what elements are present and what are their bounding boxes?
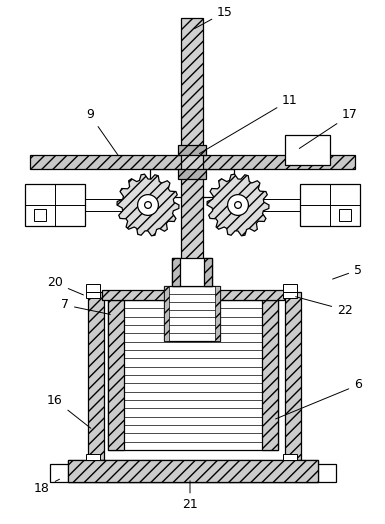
Bar bbox=[262, 300, 278, 450]
Text: 15: 15 bbox=[194, 5, 233, 29]
Bar bbox=[108, 300, 124, 450]
Bar bbox=[234, 199, 300, 211]
Bar bbox=[172, 258, 180, 286]
Bar bbox=[178, 169, 206, 179]
Bar bbox=[86, 292, 100, 298]
Bar bbox=[215, 286, 220, 341]
Bar bbox=[172, 258, 212, 286]
Text: 16: 16 bbox=[47, 394, 91, 428]
Text: 17: 17 bbox=[299, 108, 358, 148]
Circle shape bbox=[228, 194, 248, 215]
Bar bbox=[283, 292, 297, 298]
Bar bbox=[30, 155, 355, 169]
Bar bbox=[178, 145, 206, 155]
Bar bbox=[150, 169, 188, 197]
Text: 22: 22 bbox=[296, 297, 353, 316]
Bar bbox=[85, 199, 150, 211]
Bar bbox=[68, 460, 318, 482]
Circle shape bbox=[234, 202, 241, 209]
Bar bbox=[88, 292, 104, 460]
Bar bbox=[196, 169, 234, 197]
Bar bbox=[181, 18, 203, 285]
Bar bbox=[102, 290, 284, 300]
Bar bbox=[25, 184, 85, 226]
Circle shape bbox=[137, 194, 158, 215]
Circle shape bbox=[145, 202, 151, 209]
Polygon shape bbox=[207, 174, 269, 236]
Bar bbox=[164, 286, 169, 341]
Bar bbox=[164, 286, 220, 341]
Bar bbox=[283, 284, 297, 292]
Bar bbox=[339, 209, 351, 221]
Bar bbox=[283, 454, 297, 460]
Text: 11: 11 bbox=[199, 93, 298, 154]
Text: 9: 9 bbox=[86, 108, 119, 156]
Text: 6: 6 bbox=[276, 378, 362, 419]
Text: 20: 20 bbox=[47, 277, 84, 295]
Text: 5: 5 bbox=[333, 264, 362, 279]
Bar bbox=[86, 454, 100, 460]
Bar bbox=[86, 284, 100, 292]
Polygon shape bbox=[117, 174, 179, 236]
Bar bbox=[285, 292, 301, 460]
Bar bbox=[108, 300, 278, 450]
Bar bbox=[204, 258, 212, 286]
Bar bbox=[34, 209, 46, 221]
Text: 21: 21 bbox=[182, 481, 198, 511]
Text: 7: 7 bbox=[61, 299, 110, 314]
Bar bbox=[285, 135, 330, 165]
Bar bbox=[300, 184, 360, 226]
Bar bbox=[50, 464, 336, 482]
Text: 18: 18 bbox=[34, 479, 60, 495]
Bar bbox=[68, 460, 318, 482]
